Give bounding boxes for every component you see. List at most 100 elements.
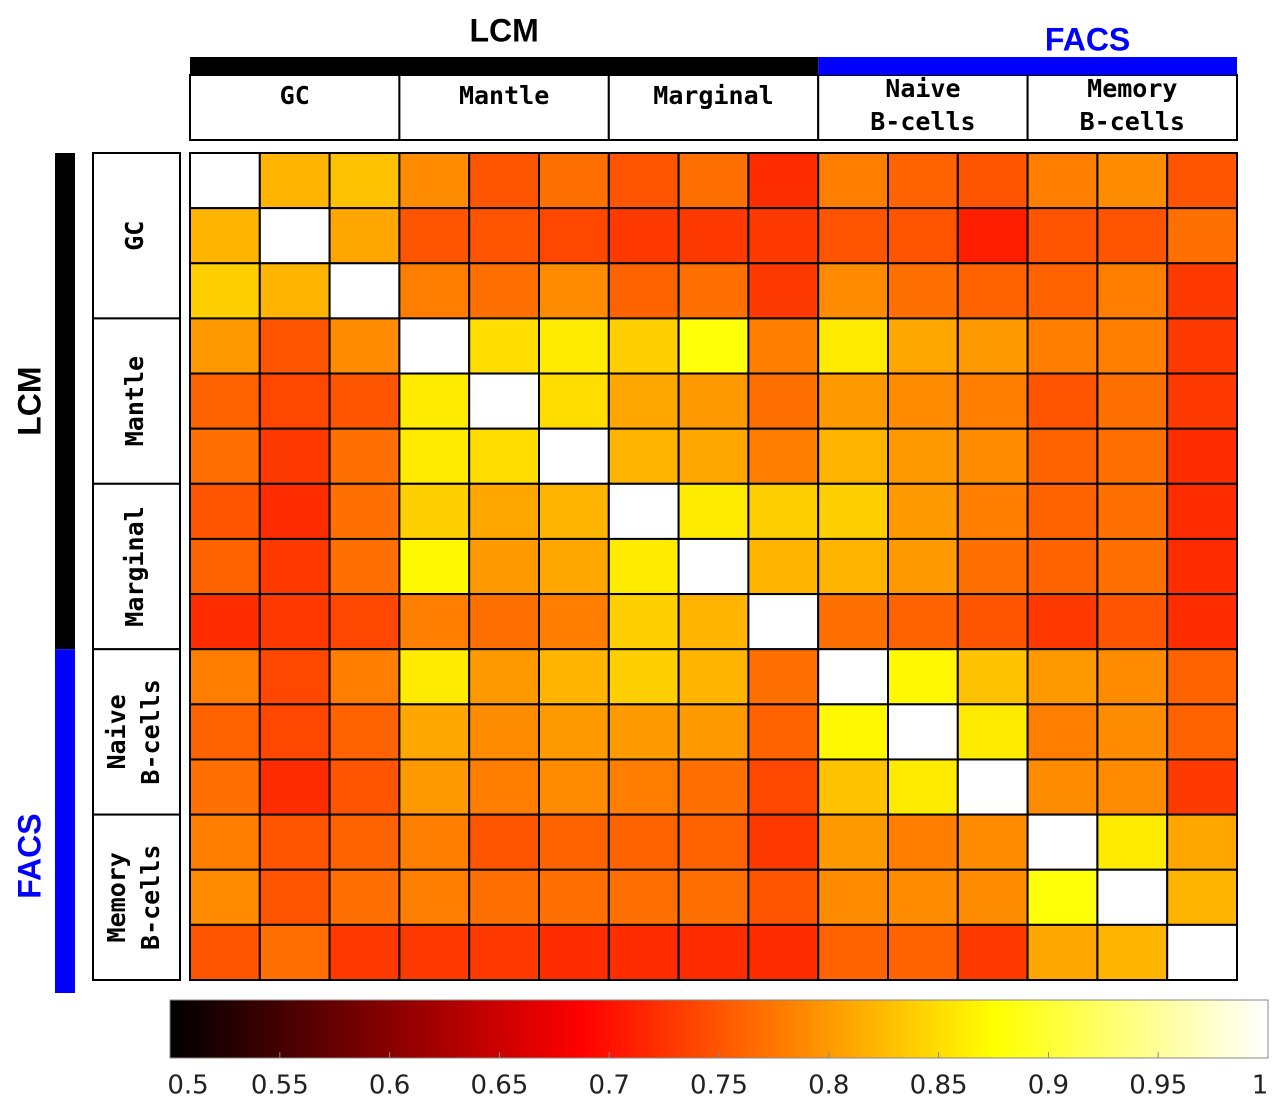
row-group-box: [92, 813, 181, 981]
heatmap-cell: [538, 537, 610, 596]
heatmap-cell: [607, 317, 680, 375]
heatmap-cell: [1166, 372, 1238, 430]
heatmap-cell: [538, 868, 610, 926]
heatmap-cell: [468, 152, 541, 210]
heatmap-cell: [747, 427, 820, 485]
heatmap-cell: [538, 372, 610, 430]
heatmap-cell: [189, 868, 261, 926]
heatmap-cell: [887, 427, 959, 485]
row-group-label: B-cells: [136, 845, 165, 950]
column-group-label: B-cells: [1080, 107, 1185, 136]
heatmap-cell: [817, 152, 890, 210]
heatmap-cell: [607, 262, 680, 320]
heatmap-cell: [328, 427, 401, 485]
heatmap-cell: [887, 758, 959, 816]
heatmap-cell: [328, 758, 401, 816]
heatmap-cell: [1096, 758, 1169, 816]
heatmap-cell: [1166, 758, 1238, 816]
heatmap-cell: [258, 648, 331, 706]
column-group-box: [817, 74, 1029, 141]
heatmap-cell: [538, 813, 610, 871]
heatmap-cell: [887, 207, 959, 265]
heatmap-cell: [747, 923, 820, 981]
heatmap-cell: [258, 923, 331, 981]
heatmap-cell: [747, 593, 820, 651]
heatmap-cell: [956, 262, 1029, 320]
row-super-label: FACS: [11, 813, 47, 898]
heatmap-cell: [887, 648, 959, 706]
heatmap-cell: [956, 703, 1029, 761]
heatmap-cell: [398, 813, 471, 871]
heatmap-cell: [817, 207, 890, 265]
heatmap-cell: [1166, 813, 1238, 871]
heatmap-cell: [398, 317, 471, 375]
row-super-label: LCM: [11, 366, 47, 435]
heatmap-cell: [607, 868, 680, 926]
heatmap-cell: [607, 427, 680, 485]
heatmap-cell: [189, 317, 261, 375]
heatmap-cell: [1096, 593, 1169, 651]
heatmap-cell: [398, 703, 471, 761]
heatmap-cell: [956, 317, 1029, 375]
heatmap-cell: [607, 482, 680, 540]
heatmap-cell: [817, 593, 890, 651]
heatmap-cell: [1026, 868, 1099, 926]
heatmap-cell: [538, 703, 610, 761]
heatmap-cell: [328, 813, 401, 871]
heatmap-cell: [607, 372, 680, 430]
heatmap-cell: [956, 813, 1029, 871]
heatmap-cell: [538, 427, 610, 485]
heatmap-cell: [538, 758, 610, 816]
heatmap-cell: [1026, 813, 1099, 871]
heatmap-cell: [189, 923, 261, 981]
heatmap-cell: [677, 427, 750, 485]
heatmap-cell: [677, 758, 750, 816]
heatmap-cell: [887, 372, 959, 430]
heatmap-cell: [258, 207, 331, 265]
heatmap-cell: [189, 758, 261, 816]
heatmap-cell: [817, 703, 890, 761]
heatmap-cell: [468, 537, 541, 596]
heatmap-cell: [538, 152, 610, 210]
row-group-label: Naive: [102, 694, 131, 769]
heatmap-cell: [677, 813, 750, 871]
colorbar-tick-label: 0.85: [910, 1071, 968, 1101]
heatmap-cell: [956, 207, 1029, 265]
heatmap-cell: [1166, 152, 1238, 210]
column-super-bar: [190, 57, 819, 75]
heatmap-cell: [1096, 372, 1169, 430]
heatmap-cell: [747, 372, 820, 430]
heatmap-cell: [1166, 703, 1238, 761]
heatmap-cell: [747, 317, 820, 375]
heatmap-cell: [1026, 317, 1099, 375]
colorbar-tick-label: 0.55: [251, 1071, 309, 1101]
heatmap-cell: [817, 317, 890, 375]
colorbar-tick-label: 0.75: [690, 1071, 748, 1101]
heatmap-cell: [538, 207, 610, 265]
heatmap-cell: [538, 262, 610, 320]
heatmap-cell: [328, 317, 401, 375]
heatmap-cell: [607, 703, 680, 761]
heatmap-cell: [189, 262, 261, 320]
heatmap-cell: [1166, 262, 1238, 320]
heatmap-cell: [1166, 537, 1238, 596]
heatmap-cell: [398, 372, 471, 430]
heatmap-cell: [1096, 648, 1169, 706]
heatmap-cell: [258, 482, 331, 540]
heatmap-cell: [398, 648, 471, 706]
column-group-label: Marginal: [653, 81, 773, 110]
heatmap-cell: [677, 703, 750, 761]
heatmap-cell: [1026, 648, 1099, 706]
heatmap-cell: [398, 537, 471, 596]
heatmap-cell: [328, 262, 401, 320]
heatmap-cell: [677, 537, 750, 596]
heatmap-cell: [1096, 868, 1169, 926]
heatmap-cell: [677, 317, 750, 375]
heatmap-cell: [956, 923, 1029, 981]
heatmap-cell: [887, 317, 959, 375]
heatmap-cell: [887, 593, 959, 651]
heatmap-cell: [1166, 648, 1238, 706]
heatmap-cell: [956, 427, 1029, 485]
heatmap-cell: [398, 262, 471, 320]
heatmap-cell: [398, 593, 471, 651]
